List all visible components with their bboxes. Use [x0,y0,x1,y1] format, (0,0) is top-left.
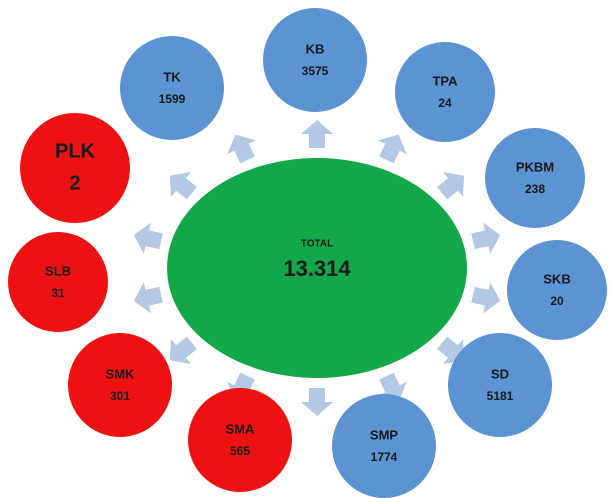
arrow [170,336,197,365]
node-circle [395,42,495,142]
node-value: 20 [550,294,564,308]
arrow-ring [133,120,501,416]
center-value: 13.314 [283,256,351,281]
node-value: 3575 [302,64,329,78]
node-circle [188,388,292,492]
center-label: TOTAL [301,239,333,250]
arrow [378,134,407,164]
node-circle [20,113,130,223]
node-label: SLB [45,263,71,278]
node-value: 565 [230,444,250,458]
nodes: KB 3575 TPA 24 PKBM 238 SKB 20 SD 5181 SMP 1774 SMA 5… [8,8,607,498]
node-label: SKB [543,271,570,286]
node-value: 2 [69,172,80,194]
node-label: TK [163,69,181,84]
node-label: SMA [226,421,256,436]
node-value: 1774 [371,450,398,464]
node-circle [332,394,436,498]
node-circle [120,36,224,140]
node-label: PLK [55,140,96,162]
node-circle [8,232,108,332]
node-label: TPA [432,73,458,88]
node-circle [263,8,367,112]
node-value: 238 [525,182,545,196]
node-label: SD [491,366,509,381]
arrow [227,134,256,164]
arrow [301,120,333,148]
arrow [133,282,163,314]
arrow [170,171,197,200]
node-circle [448,333,552,437]
node-value: 5181 [487,389,514,403]
node-label: SMK [106,366,136,381]
node-value: 24 [438,96,452,110]
arrow [437,171,464,200]
node-label: SMP [370,427,399,442]
node-label: PKBM [516,159,554,174]
arrow [471,222,501,254]
arrow [133,222,163,254]
node-circle [485,128,585,228]
center-ellipse [167,158,467,378]
node-label: KB [306,41,325,56]
node-value: 31 [51,286,65,300]
node-value: 301 [110,389,130,403]
arrow [471,282,501,314]
node-circle [507,240,607,340]
node-value: 1599 [159,92,186,106]
node-circle [68,333,172,437]
arrow [301,388,333,416]
